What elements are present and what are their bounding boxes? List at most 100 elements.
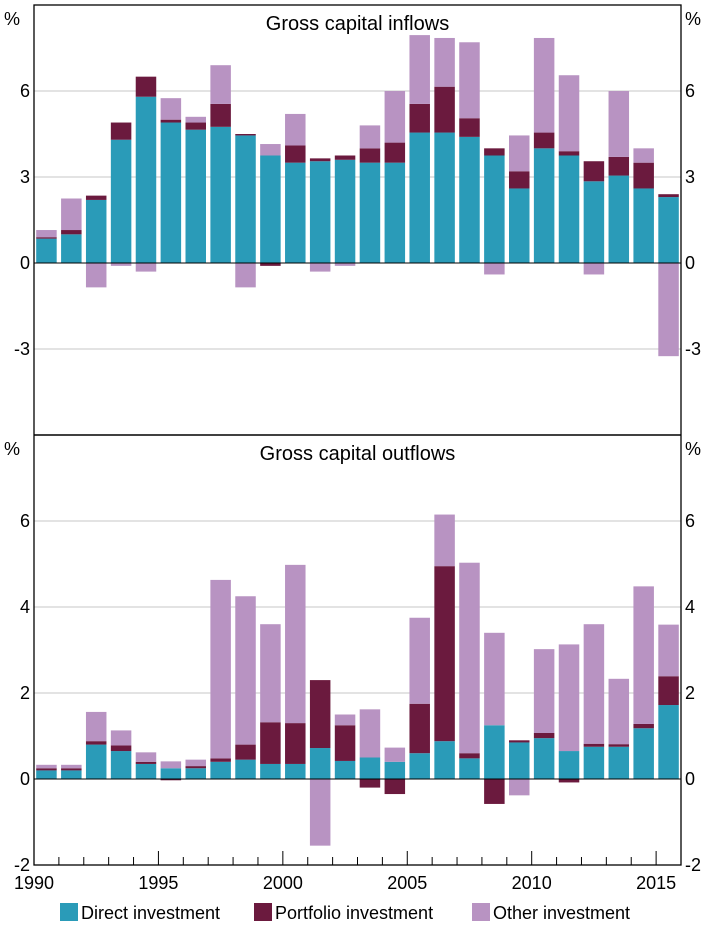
bar-portfolio-1997 bbox=[210, 758, 231, 762]
bar-direct-2008 bbox=[484, 155, 505, 263]
bar-direct-2014 bbox=[633, 188, 654, 263]
bar-other-2014 bbox=[633, 586, 654, 724]
bar-direct-1997 bbox=[210, 126, 231, 263]
bar-portfolio-1991 bbox=[61, 768, 82, 771]
bar-direct-2001 bbox=[309, 161, 331, 263]
x-tick-label: 2010 bbox=[512, 873, 552, 893]
bar-direct-2005 bbox=[409, 753, 430, 779]
bar-other-1993 bbox=[110, 730, 132, 746]
y-tick-label-right: 2 bbox=[685, 683, 695, 703]
bar-direct-2000 bbox=[285, 763, 306, 779]
bar-direct-2007 bbox=[459, 758, 480, 779]
bar-other-1992 bbox=[85, 263, 107, 288]
bar-portfolio-1998 bbox=[235, 134, 256, 136]
bar-other-1997 bbox=[210, 579, 231, 759]
bar-portfolio-1999 bbox=[260, 722, 281, 764]
bar-direct-1998 bbox=[235, 759, 256, 779]
bar-other-1996 bbox=[185, 116, 206, 123]
bar-portfolio-1995 bbox=[160, 119, 182, 123]
bar-other-2011 bbox=[558, 644, 580, 752]
bar-portfolio-2005 bbox=[409, 103, 430, 133]
x-tick-label: 1990 bbox=[14, 873, 54, 893]
bar-other-1991 bbox=[61, 764, 82, 769]
bar-direct-1990 bbox=[36, 770, 57, 779]
bar-portfolio-2007 bbox=[459, 753, 480, 759]
bar-other-2004 bbox=[384, 91, 406, 143]
panel-inflows: -3 -3 0 0 3 3 6 6% % Gross capital inflows bbox=[4, 9, 701, 359]
bar-other-1993 bbox=[110, 263, 132, 266]
bar-other-2005 bbox=[409, 35, 430, 104]
bar-direct-2009 bbox=[509, 742, 530, 779]
bar-other-2009 bbox=[509, 779, 530, 796]
bar-other-2002 bbox=[334, 263, 356, 266]
bar-portfolio-1994 bbox=[135, 761, 157, 764]
bar-portfolio-2012 bbox=[583, 743, 605, 747]
unit-label-left: % bbox=[4, 439, 20, 459]
bar-other-2001 bbox=[309, 779, 331, 846]
bar-other-1997 bbox=[210, 65, 231, 104]
legend-label-other: Other investment bbox=[493, 903, 630, 923]
bar-direct-2003 bbox=[359, 757, 381, 779]
bar-other-1994 bbox=[135, 752, 157, 762]
bar-portfolio-2003 bbox=[359, 779, 381, 788]
legend-swatch-other bbox=[472, 903, 490, 921]
bar-direct-2006 bbox=[434, 132, 455, 263]
bar-other-2000 bbox=[285, 564, 306, 724]
bar-portfolio-2005 bbox=[409, 703, 430, 754]
bar-direct-1990 bbox=[36, 238, 57, 263]
bar-portfolio-2010 bbox=[533, 132, 555, 149]
bar-other-1992 bbox=[85, 711, 107, 742]
bar-portfolio-2012 bbox=[583, 161, 605, 182]
bar-direct-2005 bbox=[409, 132, 430, 263]
bar-other-1998 bbox=[235, 596, 256, 745]
bar-other-2002 bbox=[334, 714, 356, 726]
bar-other-2014 bbox=[633, 148, 654, 163]
bar-portfolio-1993 bbox=[110, 122, 132, 140]
bar-portfolio-2006 bbox=[434, 566, 455, 742]
bar-portfolio-2009 bbox=[509, 171, 530, 189]
bar-direct-1999 bbox=[260, 155, 281, 263]
bar-portfolio-2001 bbox=[309, 680, 331, 749]
y-tick-label-right: 3 bbox=[685, 167, 695, 187]
bar-other-2015 bbox=[658, 624, 679, 677]
bar-other-1999 bbox=[260, 144, 281, 156]
bar-other-2015 bbox=[658, 263, 679, 357]
x-tick-label: 2005 bbox=[387, 873, 427, 893]
bar-direct-2014 bbox=[633, 728, 654, 779]
y-tick-label-left: 6 bbox=[20, 81, 30, 101]
bar-portfolio-2014 bbox=[633, 723, 654, 729]
bar-direct-1992 bbox=[85, 744, 107, 779]
bar-other-2000 bbox=[285, 113, 306, 146]
bar-portfolio-2004 bbox=[384, 142, 406, 163]
bar-direct-1993 bbox=[110, 751, 132, 779]
bar-portfolio-2011 bbox=[558, 779, 580, 783]
bar-other-2008 bbox=[484, 632, 505, 726]
bar-other-1996 bbox=[185, 759, 206, 767]
bar-portfolio-1991 bbox=[61, 230, 82, 235]
y-tick-label-right: 6 bbox=[685, 511, 695, 531]
y-tick-label-left: 3 bbox=[20, 167, 30, 187]
bar-portfolio-1996 bbox=[185, 122, 206, 130]
bar-portfolio-2002 bbox=[334, 155, 356, 160]
bar-portfolio-1994 bbox=[135, 76, 157, 97]
bar-other-2006 bbox=[434, 37, 455, 87]
bar-direct-1996 bbox=[185, 768, 206, 779]
bar-other-2010 bbox=[533, 37, 555, 133]
bar-other-2001 bbox=[309, 263, 331, 272]
x-tick-label: 2000 bbox=[263, 873, 303, 893]
unit-label-right: % bbox=[685, 439, 701, 459]
x-tick-label: 2015 bbox=[636, 873, 676, 893]
bar-direct-2013 bbox=[608, 746, 630, 779]
bar-portfolio-1997 bbox=[210, 103, 231, 127]
bar-direct-2010 bbox=[533, 148, 555, 263]
panel-title: Gross capital outflows bbox=[260, 443, 456, 465]
bar-direct-2002 bbox=[334, 159, 356, 263]
bar-portfolio-1990 bbox=[36, 237, 57, 239]
bar-other-2003 bbox=[359, 125, 381, 149]
bar-direct-2015 bbox=[658, 197, 679, 263]
unit-label-left: % bbox=[4, 9, 20, 29]
y-tick-label-right: 6 bbox=[685, 81, 695, 101]
bar-direct-1991 bbox=[61, 234, 82, 263]
bar-portfolio-2015 bbox=[658, 194, 679, 198]
bar-other-2012 bbox=[583, 263, 605, 275]
